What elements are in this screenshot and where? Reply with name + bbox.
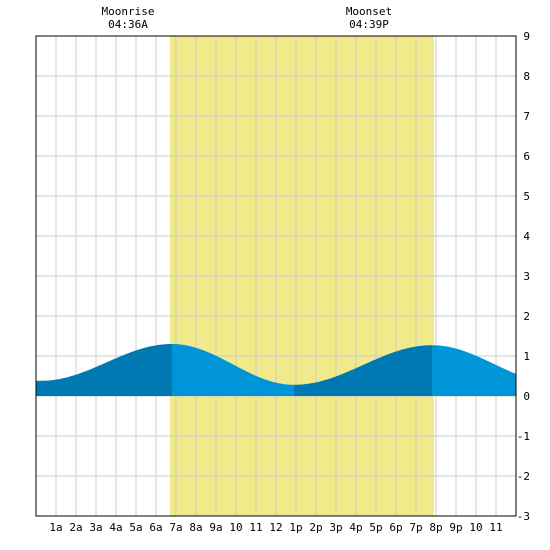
- tide-area-layer: [36, 344, 516, 396]
- tide-area-rising: [36, 380, 41, 396]
- plot-border: [35, 35, 517, 517]
- x-tick-label: 9a: [209, 521, 222, 534]
- x-tick-label: 8a: [189, 521, 202, 534]
- y-tick-label: 2: [523, 310, 530, 323]
- y-tick-label: -2: [517, 470, 530, 483]
- x-tick-label: 10: [229, 521, 242, 534]
- y-tick-label: 7: [523, 110, 530, 123]
- grid-layer: [36, 36, 516, 516]
- x-tick-label: 6p: [389, 521, 402, 534]
- x-tick-label: 3p: [329, 521, 342, 534]
- x-tick-label: 1a: [49, 521, 62, 534]
- x-tick-label: 12: [269, 521, 282, 534]
- x-tick-label: 4a: [109, 521, 122, 534]
- annotation-title: Moonset: [346, 5, 392, 18]
- x-tick-label: 5a: [129, 521, 142, 534]
- x-tick-label: 10: [469, 521, 482, 534]
- y-tick-label: -3: [517, 510, 530, 523]
- x-tick-label: 9p: [449, 521, 462, 534]
- x-tick-label: 6a: [149, 521, 162, 534]
- y-tick-label: 6: [523, 150, 530, 163]
- annotation-time: 04:36A: [108, 18, 148, 31]
- x-tick-label: 4p: [349, 521, 362, 534]
- x-tick-label: 3a: [89, 521, 102, 534]
- y-tick-label: 1: [523, 350, 530, 363]
- x-tick-label: 11: [249, 521, 262, 534]
- x-tick-label: 8p: [429, 521, 442, 534]
- annotation-title: Moonrise: [102, 5, 155, 18]
- y-tick-label: 8: [523, 70, 530, 83]
- x-tick-label: 2p: [309, 521, 322, 534]
- tide-area-rising: [294, 345, 432, 396]
- y-tick-label: 0: [523, 390, 530, 403]
- y-tick-label: -1: [517, 430, 530, 443]
- x-tick-label: 7p: [409, 521, 422, 534]
- x-tick-label: 2a: [69, 521, 82, 534]
- y-tick-label: 4: [523, 230, 530, 243]
- y-tick-label: 3: [523, 270, 530, 283]
- annotation-time: 04:39P: [349, 18, 389, 31]
- tide-area-falling: [172, 344, 294, 396]
- x-tick-label: 1p: [289, 521, 302, 534]
- tide-area-rising: [41, 344, 172, 396]
- x-tick-label: 11: [489, 521, 502, 534]
- x-tick-label: 7a: [169, 521, 182, 534]
- tide-area-falling: [432, 345, 516, 396]
- y-tick-label: 9: [523, 30, 530, 43]
- x-tick-label: 5p: [369, 521, 382, 534]
- y-tick-label: 5: [523, 190, 530, 203]
- x-tick-labels: 1a 2a 3a 4a 5a 6a 7a 8a 9a 10 11 12 1p 2p 3p 4p 5p 6p 7p 8p…: [49, 521, 502, 534]
- y-tick-labels: -3 -2 -1 0 1 2 3 4 5 6 7 8 9: [517, 30, 531, 523]
